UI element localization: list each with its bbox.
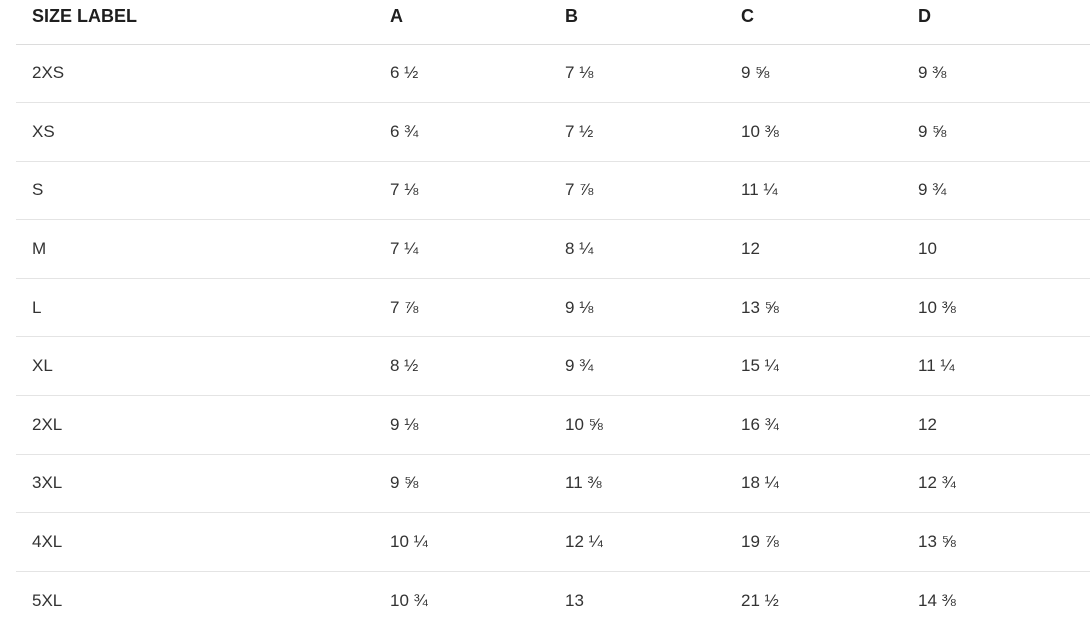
measurement-c-cell: 9 ⅝ — [725, 44, 902, 104]
size-label-cell: 5XL — [32, 590, 63, 610]
measurement-a-cell: 7 ⅞ — [374, 278, 549, 338]
table-row: 3XL 9 ⅝ 11 ⅜ 18 ¼ 12 ¾ — [16, 454, 1090, 514]
header-size-label: SIZE LABEL — [16, 0, 374, 45]
measurement-a-cell: 7 ¼ — [374, 219, 549, 279]
table-row: S 7 ⅛ 7 ⅞ 11 ¼ 9 ¾ — [16, 161, 1090, 221]
measurement-b-cell: 7 ½ — [549, 102, 725, 162]
measurement-a-cell: 10 ¼ — [374, 512, 549, 572]
measurement-d-cell: 12 — [902, 395, 1090, 455]
measurement-d-cell: 14 ⅜ — [918, 590, 956, 610]
measurement-d-cell: 11 ¼ — [902, 336, 1090, 397]
measurement-a-cell: 9 ⅛ — [374, 395, 549, 455]
measurement-c-cell: 12 — [725, 219, 902, 279]
measurement-c-cell: 10 ⅜ — [725, 102, 902, 162]
table-row: 2XS 6 ½ 7 ⅛ 9 ⅝ 9 ⅜ — [16, 44, 1090, 104]
measurement-c-cell: 19 ⅞ — [725, 512, 902, 572]
measurement-d-cell: 10 ⅜ — [902, 278, 1090, 338]
table-row: M 7 ¼ 8 ¼ 12 10 — [16, 219, 1090, 279]
measurement-c-cell: 16 ¾ — [725, 395, 902, 455]
measurement-a-cell: 9 ⅝ — [374, 454, 549, 514]
header-c: C — [725, 0, 902, 45]
measurement-b-cell: 11 ⅜ — [549, 454, 725, 514]
measurement-d-cell: 9 ¾ — [902, 161, 1090, 221]
measurement-b-cell: 10 ⅝ — [549, 395, 725, 455]
table-body: 2XS 6 ½ 7 ⅛ 9 ⅝ 9 ⅜ XS 6 ¾ 7 ½ 10 ⅜ 9 ⅝ … — [16, 44, 1090, 630]
header-row: SIZE LABEL A B C D — [16, 0, 1090, 45]
measurement-c-cell: 13 ⅝ — [725, 278, 902, 338]
measurement-b-cell: 8 ¼ — [549, 219, 725, 279]
size-label-cell: 2XS — [16, 44, 374, 104]
header-d: D — [902, 0, 1090, 45]
measurement-a-cell: 6 ¾ — [374, 102, 549, 162]
header-b: B — [549, 0, 725, 45]
measurement-a-cell: 10 ¾ — [390, 590, 428, 610]
table-row: 5XL 10 ¾ 13 21 ½ 14 ⅜ — [16, 571, 1090, 630]
measurement-d-cell: 12 ¾ — [902, 454, 1090, 514]
measurement-c-cell: 18 ¼ — [725, 454, 902, 514]
measurement-b-cell: 9 ¾ — [549, 336, 725, 397]
measurement-a-cell: 7 ⅛ — [374, 161, 549, 221]
size-label-cell: 4XL — [16, 512, 374, 572]
size-label-cell: L — [16, 278, 374, 338]
measurement-b-cell: 9 ⅛ — [549, 278, 725, 338]
measurement-d-cell: 10 — [902, 219, 1090, 279]
size-label-cell: S — [16, 161, 374, 221]
measurement-c-cell: 11 ¼ — [725, 161, 902, 221]
table-row: L 7 ⅞ 9 ⅛ 13 ⅝ 10 ⅜ — [16, 278, 1090, 338]
header-a: A — [374, 0, 549, 45]
measurement-a-cell: 6 ½ — [374, 44, 549, 104]
table-row: 2XL 9 ⅛ 10 ⅝ 16 ¾ 12 — [16, 395, 1090, 455]
measurement-c-cell: 21 ½ — [741, 590, 779, 610]
measurement-d-cell: 13 ⅝ — [902, 512, 1090, 572]
table-header: SIZE LABEL A B C D — [16, 0, 1090, 45]
table-row: 4XL 10 ¼ 12 ¼ 19 ⅞ 13 ⅝ — [16, 512, 1090, 572]
size-label-cell: M — [16, 219, 374, 279]
size-label-cell: XS — [16, 102, 374, 162]
measurement-b-cell: 13 — [565, 590, 584, 610]
measurement-b-cell: 7 ⅛ — [549, 44, 725, 104]
table-row: XL 8 ½ 9 ¾ 15 ¼ 11 ¼ — [16, 336, 1090, 397]
size-label-cell: 2XL — [16, 395, 374, 455]
measurement-b-cell: 7 ⅞ — [549, 161, 725, 221]
measurement-b-cell: 12 ¼ — [549, 512, 725, 572]
size-label-cell: XL — [16, 336, 374, 397]
size-label-cell: 3XL — [16, 454, 374, 514]
measurement-d-cell: 9 ⅜ — [902, 44, 1090, 104]
measurement-a-cell: 8 ½ — [374, 336, 549, 397]
measurement-c-cell: 15 ¼ — [725, 336, 902, 397]
measurement-d-cell: 9 ⅝ — [902, 102, 1090, 162]
table-row: XS 6 ¾ 7 ½ 10 ⅜ 9 ⅝ — [16, 102, 1090, 162]
size-chart-table: SIZE LABEL A B C D 2XS 6 ½ 7 ⅛ 9 ⅝ 9 ⅜ X… — [16, 0, 1090, 630]
